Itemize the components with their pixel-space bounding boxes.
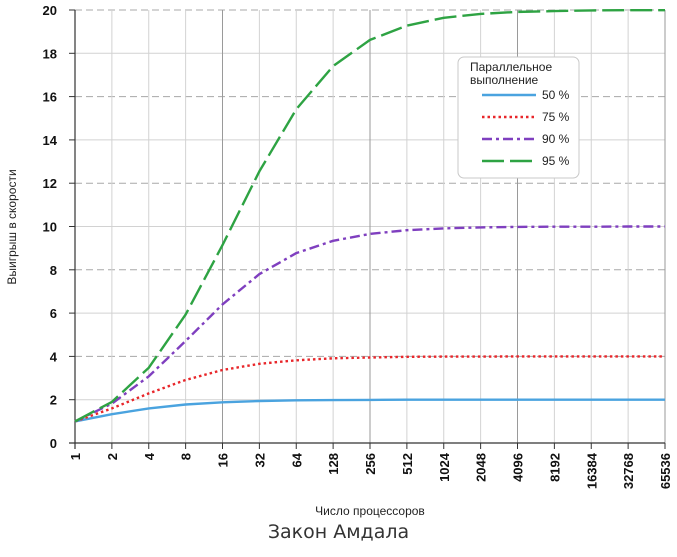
legend: Параллельное выполнение 50 % 75 % 90 % 95 % (457, 56, 580, 179)
y-tick-label: 12 (43, 176, 57, 191)
legend-entry-label: 50 % (542, 88, 570, 102)
y-tick-labels: 0 2 4 6 8 10 12 14 16 18 20 (43, 3, 58, 451)
x-tick-label: 128 (326, 453, 341, 475)
x-tick-label: 16 (216, 453, 231, 467)
y-tick-label: 18 (43, 46, 57, 61)
x-tick-label: 8 (179, 453, 194, 460)
x-tick-label: 32 (252, 453, 267, 467)
y-tick-label: 6 (50, 306, 57, 321)
x-tick-label: 4 (142, 452, 157, 460)
y-tick-label: 20 (43, 3, 57, 18)
y-tick-label: 8 (50, 263, 57, 278)
x-tick-label: 32768 (621, 453, 636, 489)
series-line-4 (74, 8, 665, 423)
y-tick-label: 0 (50, 436, 57, 451)
series-line-2 (74, 355, 665, 423)
x-tick-label: 4096 (511, 453, 526, 482)
x-tick-label: 512 (400, 453, 415, 475)
legend-entry-label: 95 % (542, 154, 570, 168)
x-tick-label: 1024 (437, 452, 452, 482)
x-tick-label: 2 (105, 453, 120, 460)
x-tick-label: 8192 (547, 453, 562, 482)
y-tick-label: 14 (43, 133, 58, 148)
series-lines (74, 8, 665, 423)
series-line-3 (74, 225, 665, 423)
axes (69, 9, 666, 449)
x-tick-label: 65536 (658, 453, 673, 489)
legend-entry-label: 90 % (542, 132, 570, 146)
legend-title: Параллельное выполнение (470, 60, 552, 87)
y-tick-label: 2 (50, 393, 57, 408)
x-tick-label: 64 (289, 452, 304, 467)
x-axis-label: Число процессоров (315, 504, 425, 518)
legend-box (457, 56, 580, 179)
y-tick-label: 10 (43, 220, 57, 235)
x-tick-label: 2048 (474, 453, 489, 482)
x-tick-label: 1 (68, 453, 83, 460)
y-tick-label: 16 (43, 90, 57, 105)
y-axis-label: Выигрыш в скорости (5, 169, 19, 284)
y-tick-label: 4 (50, 349, 58, 364)
legend-entry-label: 75 % (542, 110, 570, 124)
chart-caption: Закон Амдала (267, 521, 410, 543)
x-tick-label: 16384 (584, 452, 599, 489)
x-tick-label: 256 (363, 453, 378, 475)
series-line-1 (74, 398, 665, 423)
x-tick-labels: 1 2 4 8 16 32 64 128 256 512 1024 2048 4096 8192 16384… (68, 452, 673, 489)
